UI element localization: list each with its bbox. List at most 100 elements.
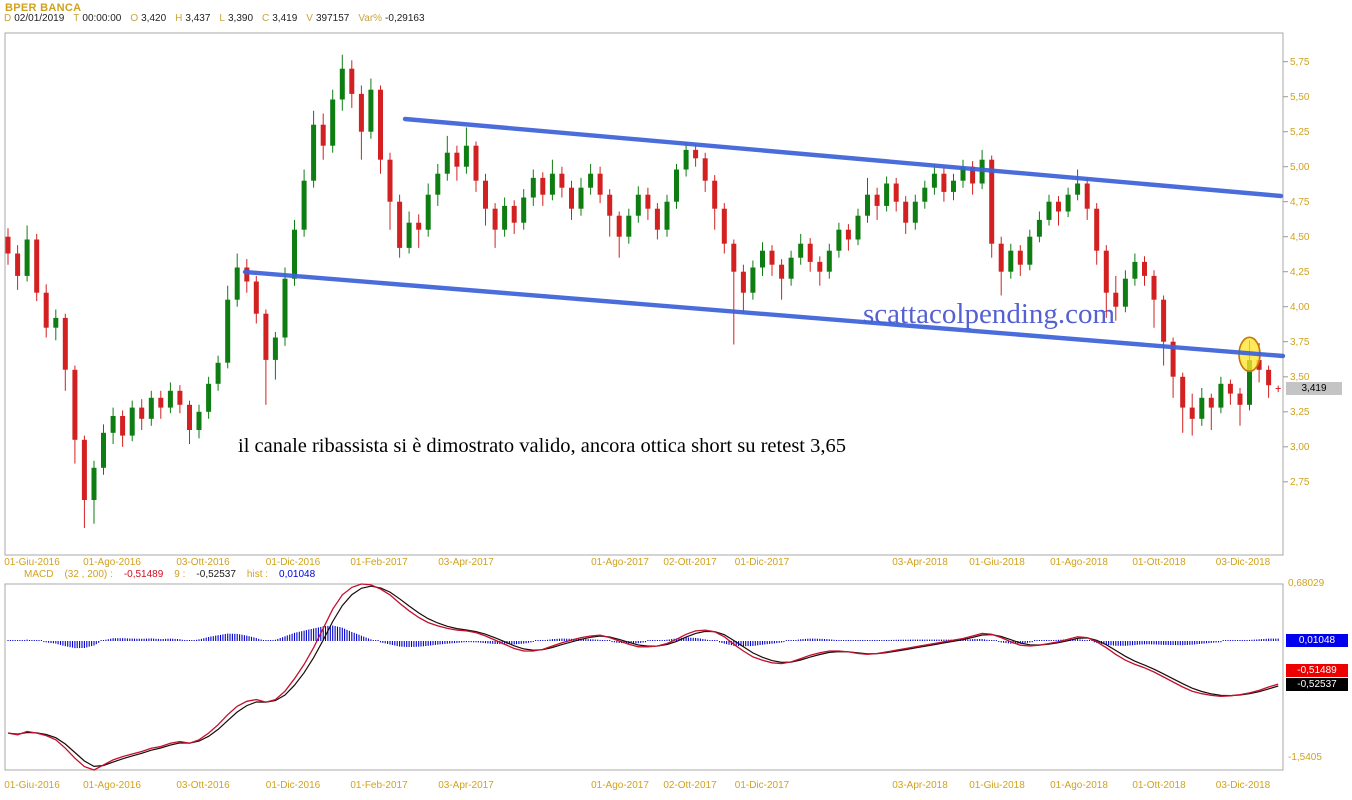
candle-body	[301, 180, 307, 230]
candle-body	[1247, 360, 1252, 405]
date-tick-label: 01-Ago-2016	[83, 780, 141, 791]
date-tick-label: 03-Dic-2018	[1215, 557, 1271, 568]
candle-body	[120, 416, 126, 436]
candle-body	[989, 159, 995, 244]
candle-body	[1132, 261, 1138, 279]
candle-body	[607, 194, 613, 216]
candle-body	[1275, 388, 1281, 389]
date-tick-label: 01-Giu-2018	[969, 557, 1025, 568]
date-tick-label: 01-Feb-2017	[350, 780, 408, 791]
candle-body	[826, 250, 832, 272]
macd-header: MACD (32 , 200) : -0,51489 9 : -0,52537 hist …	[24, 569, 326, 580]
candle-body	[1036, 219, 1042, 237]
candle-body	[320, 124, 326, 146]
date-tick-label: 01-Ago-2017	[591, 780, 649, 791]
price-tick-label: 5,50	[1290, 92, 1310, 103]
candle-body	[187, 404, 192, 430]
candle-body	[998, 243, 1004, 272]
macd-header-token: -0,52537	[196, 569, 236, 580]
date-axis-macd[interactable]: 01-Giu-2016 01-Ago-2016 03-Ott-2016 01-Dic-…	[0, 780, 1283, 792]
macd-badge: -0,51489	[1286, 664, 1348, 677]
candle-body	[626, 215, 632, 237]
candle-body	[836, 229, 842, 251]
candle-body	[693, 149, 699, 159]
candle-body	[1161, 299, 1167, 342]
field-d: D 02/01/2019	[4, 13, 65, 24]
candle-body	[903, 201, 909, 223]
candle-body	[158, 397, 164, 408]
macd-header-token: -0,51489	[123, 569, 164, 580]
candle-body	[397, 201, 403, 248]
date-tick-label: 03-Apr-2017	[438, 557, 494, 568]
date-tick-label: 01-Dic-2016	[265, 780, 321, 791]
candle-body	[81, 439, 87, 500]
candle-body	[101, 432, 106, 468]
price-axis-ticks	[1283, 61, 1288, 483]
date-tick-label: 01-Dic-2017	[734, 557, 790, 568]
candle-body	[702, 158, 708, 181]
macd-header-token: MACD	[24, 569, 54, 580]
candle-body	[1094, 208, 1100, 251]
date-tick-label: 03-Apr-2018	[892, 780, 948, 791]
candle-body	[1256, 360, 1262, 370]
field-varpct: Var% -0,29163	[358, 13, 425, 24]
candle-body	[244, 267, 250, 282]
candle-body	[148, 397, 154, 419]
date-tick-label: 03-Dic-2018	[1215, 780, 1271, 791]
candle-body	[865, 194, 870, 216]
candle-body	[177, 390, 183, 405]
candle-body	[654, 208, 660, 230]
macd-badge: 0,01048	[1286, 634, 1348, 647]
candle-body	[225, 299, 231, 363]
field-t: T 00:00:00	[73, 13, 122, 24]
candle-body	[1199, 397, 1205, 419]
date-tick-label: 01-Giu-2016	[4, 557, 60, 568]
price-tick-label: 3,50	[1290, 372, 1310, 383]
macd-header-token: hist :	[246, 569, 269, 580]
candle-body	[292, 229, 297, 279]
lower-channel-trendline[interactable]	[242, 269, 1286, 359]
candle-body	[1170, 341, 1176, 377]
candle-body	[817, 261, 823, 272]
price-tick-label: 4,75	[1290, 197, 1310, 208]
candle-body	[1142, 261, 1147, 276]
candle-body	[1151, 275, 1157, 300]
date-tick-label: 01-Feb-2017	[350, 557, 408, 568]
candle-body	[912, 201, 918, 223]
last-price-badge: 3,419	[1286, 382, 1342, 395]
candle-body	[683, 149, 689, 170]
candle-body	[760, 250, 765, 268]
candle-body	[731, 243, 737, 272]
candle-body	[855, 215, 861, 240]
candle-body	[311, 124, 317, 181]
price-tick-label: 3,00	[1290, 442, 1310, 453]
date-tick-label: 01-Ago-2017	[591, 557, 649, 568]
candle-body	[502, 205, 508, 230]
macd-header-token: (32 , 200) :	[64, 569, 113, 580]
candle-body	[492, 208, 498, 230]
candle-body	[922, 187, 928, 202]
candle-body	[674, 169, 679, 202]
candle-body	[483, 180, 488, 209]
candle-body	[129, 407, 135, 436]
candle-body	[253, 281, 259, 314]
candle-body	[15, 253, 21, 276]
date-tick-label: 01-Giu-2018	[969, 780, 1025, 791]
candle-body	[34, 239, 40, 293]
date-tick-label: 02-Ott-2017	[663, 780, 717, 791]
candle-body	[1122, 278, 1128, 307]
price-tick-label: 3,25	[1290, 407, 1310, 418]
candle-body	[549, 173, 555, 195]
candle-body	[406, 222, 412, 248]
annotation-text: il canale ribassista si è dimostrato val…	[238, 435, 847, 457]
candle-body	[788, 257, 794, 279]
candle-body	[263, 313, 269, 360]
candle-body	[358, 93, 364, 132]
upper-channel-trendline[interactable]	[402, 116, 1284, 199]
date-axis-main[interactable]: 01-Giu-2016 01-Ago-2016 03-Ott-2016 01-Dic-…	[0, 557, 1283, 569]
candle-body	[1056, 201, 1061, 212]
candle-body	[931, 173, 937, 188]
candle-body	[1180, 376, 1186, 408]
